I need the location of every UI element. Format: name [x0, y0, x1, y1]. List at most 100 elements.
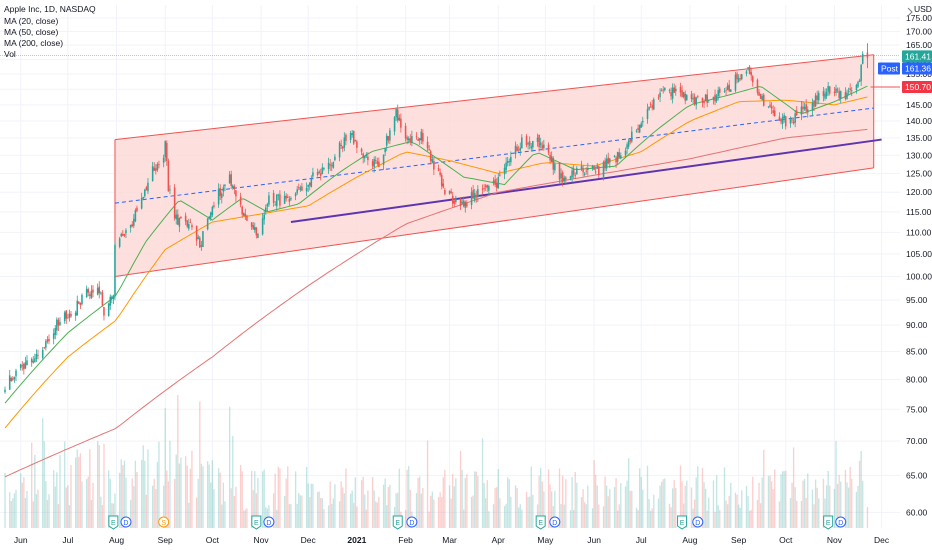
- volume-bar: [180, 457, 182, 528]
- volume-bar: [444, 469, 446, 528]
- earnings-event-marker[interactable]: E: [823, 515, 834, 530]
- candle-body: [737, 77, 740, 82]
- last-price-badge: 161.41: [902, 50, 932, 63]
- candle-body: [565, 177, 567, 180]
- volume-bar: [840, 481, 842, 528]
- candle: [673, 83, 675, 94]
- volume-bar: [343, 493, 345, 528]
- volume-bar: [217, 468, 220, 528]
- candle: [384, 147, 386, 156]
- candle-body: [828, 86, 831, 94]
- candle: [8, 369, 11, 391]
- volume-bar: [690, 487, 693, 528]
- candle: [470, 187, 473, 210]
- candle: [506, 156, 509, 167]
- candle: [114, 242, 116, 301]
- volume-bar: [692, 508, 694, 528]
- volume-bar: [122, 465, 124, 528]
- legend-title[interactable]: Apple Inc, 1D, NASDAQ: [4, 4, 96, 14]
- volume-bar: [133, 486, 135, 528]
- earnings-event-marker[interactable]: E: [392, 515, 403, 530]
- volume-bar: [354, 477, 356, 528]
- earnings-event-marker[interactable]: E: [535, 515, 546, 530]
- dividend-event-marker[interactable]: D: [692, 516, 704, 528]
- volume-bar: [31, 442, 33, 528]
- candle: [252, 221, 254, 230]
- candle: [616, 151, 619, 165]
- candle-body: [98, 286, 101, 294]
- earnings-event-marker[interactable]: E: [677, 515, 688, 530]
- candle-body: [616, 152, 619, 162]
- candle-body: [475, 195, 478, 198]
- candle-body: [505, 162, 507, 170]
- candle: [34, 353, 36, 363]
- candle: [770, 102, 773, 115]
- candle-body: [759, 93, 762, 99]
- candle-body: [849, 88, 851, 90]
- candle-body: [560, 173, 562, 179]
- dividend-event-marker[interactable]: D: [549, 516, 561, 528]
- volume-bar: [233, 496, 236, 528]
- candle: [734, 72, 737, 93]
- volume-bar: [243, 510, 245, 528]
- volume-bar: [208, 464, 210, 528]
- volume-bar: [748, 510, 751, 528]
- level-price-badge: 150.70: [902, 81, 932, 94]
- volume-bar: [169, 440, 171, 528]
- channel-lower-line: [114, 167, 874, 277]
- candle-body: [692, 98, 694, 100]
- candle-body: [477, 189, 479, 197]
- earnings-event-marker[interactable]: E: [108, 515, 119, 530]
- candle-body: [431, 159, 434, 163]
- candle: [318, 169, 320, 175]
- candle: [263, 210, 265, 225]
- legend-ma50[interactable]: MA (50, close): [4, 27, 58, 37]
- dividend-event-marker[interactable]: D: [120, 516, 132, 528]
- candle: [338, 141, 341, 162]
- volume-bar: [119, 472, 121, 528]
- candle: [861, 51, 864, 65]
- volume-bar: [530, 466, 532, 528]
- ma50-line: [4, 96, 868, 429]
- dividend-event-marker[interactable]: D: [263, 516, 275, 528]
- split-event-marker[interactable]: S: [158, 516, 170, 528]
- legend[interactable]: Apple Inc, 1D, NASDAQ MA (20, close) MA …: [4, 4, 96, 59]
- candle-body: [528, 141, 531, 146]
- candle-body: [466, 202, 468, 207]
- time-axis[interactable]: Jun Jul Aug Sep Oct Nov Dec 2021 Feb Mar Apr May Jun…: [0, 531, 932, 550]
- scale-settings-icon[interactable]: [907, 7, 913, 17]
- volume-bar: [285, 478, 287, 528]
- candle: [301, 183, 303, 192]
- earnings-event-marker[interactable]: E: [251, 515, 262, 530]
- candle-body: [277, 194, 280, 196]
- candle-body: [769, 104, 771, 107]
- candle-body: [356, 141, 358, 148]
- candle-body: [395, 108, 397, 118]
- candle: [378, 157, 380, 167]
- legend-ma20[interactable]: MA (20, close): [4, 16, 58, 26]
- candle: [508, 158, 511, 167]
- candle: [439, 168, 441, 177]
- legend-vol[interactable]: Vol: [4, 49, 16, 59]
- volume-bar: [9, 492, 11, 528]
- candle: [123, 233, 126, 238]
- candle-body: [451, 195, 454, 204]
- volume-bar: [620, 483, 622, 528]
- volume-bar: [481, 438, 484, 528]
- candle: [466, 200, 468, 208]
- dividend-event-marker[interactable]: D: [835, 516, 847, 528]
- dividend-event-marker[interactable]: D: [406, 516, 418, 528]
- volume-bar: [90, 500, 93, 528]
- volume-bar: [320, 497, 322, 528]
- candle: [188, 218, 190, 231]
- candle: [415, 132, 418, 140]
- candle: [213, 201, 215, 209]
- legend-ma200[interactable]: MA (200, close): [4, 38, 63, 48]
- candle: [835, 84, 837, 96]
- volume-bar: [761, 477, 763, 528]
- volume-bar: [704, 488, 707, 528]
- candle-body: [415, 136, 418, 138]
